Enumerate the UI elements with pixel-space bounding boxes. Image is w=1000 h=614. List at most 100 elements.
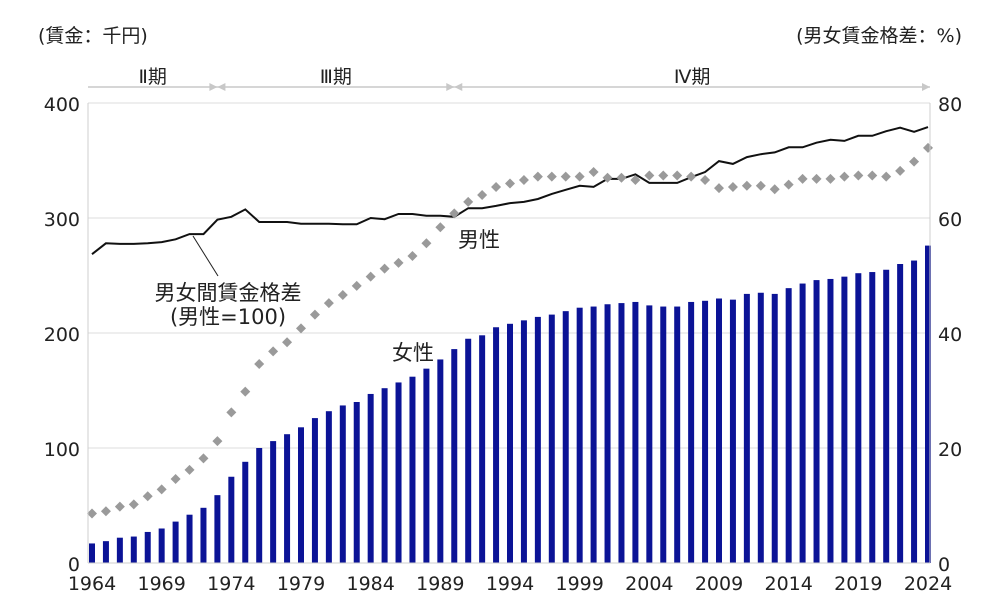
male-dot: [783, 179, 794, 190]
female-bar: [256, 448, 263, 563]
male-dot: [825, 173, 836, 184]
female-bar: [200, 507, 207, 563]
male-dot: [282, 337, 293, 348]
male-dot: [351, 280, 362, 291]
male-dot: [337, 290, 348, 301]
right-tick-label: 20: [938, 439, 962, 461]
male-dot: [365, 271, 376, 282]
axes: 0 100 200 300 400 0 20 40 60 80 1964 1969 1974 1979 19…: [44, 94, 962, 595]
gap-line-series: [91, 126, 929, 255]
gap-label-sub: (男性=100): [170, 305, 286, 329]
female-bar: [604, 304, 611, 563]
male-dot: [379, 263, 390, 274]
female-bar: [869, 272, 876, 563]
female-bar: [172, 521, 179, 563]
male-dot: [602, 172, 613, 183]
female-bar: [311, 418, 318, 563]
male-dot: [170, 474, 181, 485]
female-bar: [381, 388, 388, 563]
period-label-bg: [124, 64, 181, 86]
female-bar: [409, 376, 416, 563]
female-bar: [507, 323, 513, 563]
period-label-bg: [307, 64, 364, 86]
male-dot: [449, 208, 460, 219]
gap-label: 男女間賃金格差: [155, 281, 302, 305]
male-dot: [839, 171, 850, 182]
female-bar: [130, 536, 137, 563]
left-axis-label: (賃金：千円): [38, 25, 148, 47]
period-arrow-icon: [454, 83, 463, 91]
male-dot: [323, 298, 334, 309]
female-bar: [325, 411, 332, 563]
male-dot: [867, 170, 878, 181]
female-label: 女性: [392, 341, 434, 365]
female-bar: [743, 293, 750, 563]
x-tick-label: 1974: [207, 573, 255, 595]
female-bar: [646, 305, 653, 563]
period-label-bg: [664, 64, 721, 86]
x-tick-label: 2009: [695, 573, 743, 595]
male-dot: [895, 165, 906, 176]
male-dot: [853, 170, 864, 181]
gap-line: [91, 126, 929, 255]
male-dot: [491, 181, 502, 192]
female-bar: [339, 405, 346, 563]
period-markers: Ⅱ期 Ⅲ期 Ⅳ期: [88, 64, 930, 91]
right-tick-label: 80: [938, 94, 962, 116]
female-bar: [520, 320, 527, 563]
female-bar: [479, 335, 486, 563]
male-dot: [309, 309, 320, 320]
x-tick-label: 2019: [834, 573, 882, 595]
male-dot: [156, 484, 167, 495]
male-dot: [421, 238, 432, 249]
period-arrow-icon: [446, 83, 455, 91]
female-bar: [562, 311, 569, 563]
male-dot: [574, 171, 585, 182]
male-dot: [477, 190, 488, 200]
female-bar: [116, 537, 123, 563]
left-tick-label: 200: [44, 324, 80, 346]
male-dot: [616, 172, 627, 183]
female-bar: [270, 441, 277, 563]
male-dot: [87, 508, 97, 519]
female-bar: [423, 368, 430, 563]
male-dot: [226, 407, 237, 418]
x-tick-label: 1994: [486, 573, 534, 595]
male-dot: [532, 171, 543, 182]
female-bar: [367, 393, 374, 563]
female-bar: [632, 301, 639, 563]
male-dot: [560, 171, 571, 182]
female-bar: [437, 359, 444, 563]
female-bar: [883, 269, 890, 563]
female-bar: [702, 300, 709, 563]
female-bar: [284, 434, 291, 563]
male-dot: [923, 142, 933, 153]
male-dot: [184, 464, 195, 475]
right-tick-label: 60: [938, 209, 962, 231]
male-dot: [407, 250, 418, 261]
male-dot: [100, 506, 111, 517]
male-dot: [240, 386, 251, 397]
male-dot: [296, 323, 306, 334]
female-bar: [534, 316, 541, 563]
female-bar: [298, 427, 304, 563]
male-dot: [630, 175, 641, 186]
x-tick-label: 2024: [904, 573, 952, 595]
female-bar: [576, 307, 583, 563]
left-tick-label: 300: [44, 209, 80, 231]
male-dot: [518, 175, 529, 186]
female-bar: [716, 298, 722, 563]
male-dot: [546, 171, 557, 182]
male-dot: [142, 491, 153, 502]
male-dot: [393, 257, 404, 268]
female-bar: [228, 476, 235, 563]
right-tick-label: 40: [938, 324, 962, 346]
female-bar: [841, 276, 848, 563]
female-bar: [757, 292, 764, 563]
gap-label-leader: [192, 235, 219, 277]
female-bar: [855, 273, 862, 563]
male-dot: [212, 436, 223, 447]
female-bar: [688, 301, 695, 563]
female-bar: [493, 327, 500, 563]
